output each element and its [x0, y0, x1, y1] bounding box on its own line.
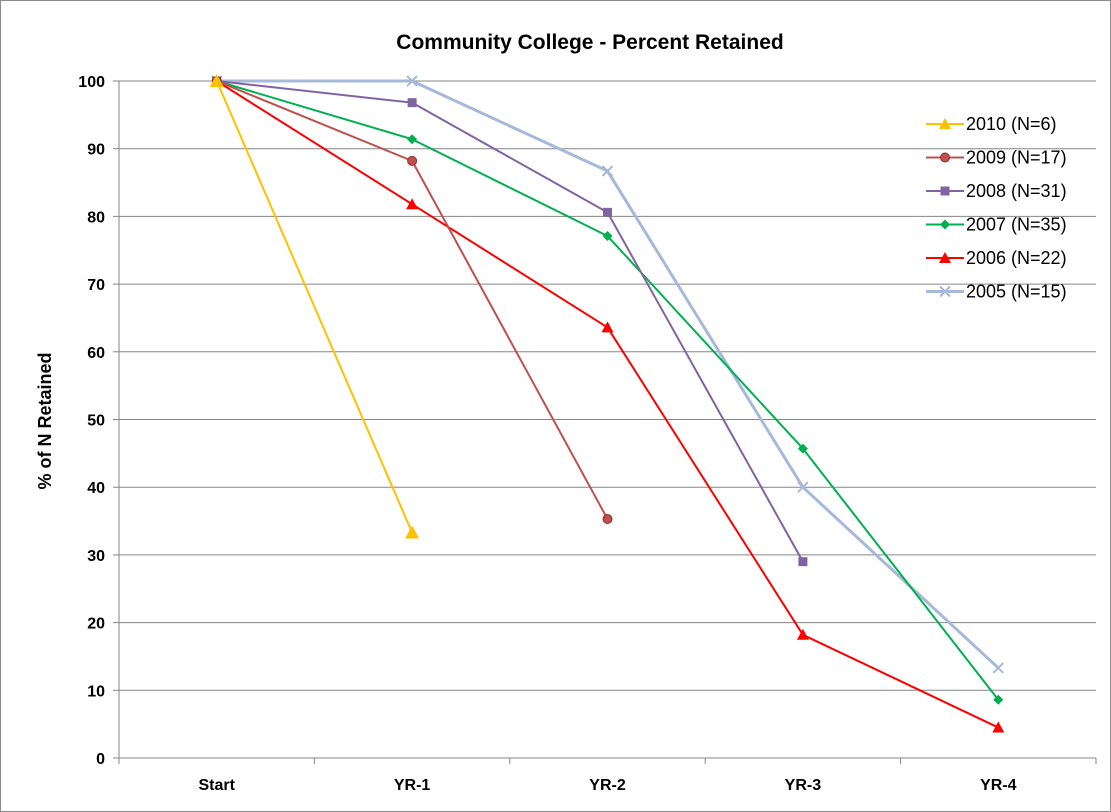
data-point [940, 186, 950, 196]
data-point [602, 231, 613, 242]
gridlines [119, 80, 1096, 691]
data-point [602, 514, 613, 525]
y-tick-label: 80 [87, 209, 105, 226]
y-axis-label: % of N Retained [35, 352, 55, 489]
data-point [993, 694, 1004, 705]
series-line [216, 80, 804, 563]
y-tick-label: 50 [87, 413, 105, 430]
data-point [797, 443, 808, 454]
series-line [216, 80, 609, 520]
data-point [406, 198, 419, 210]
y-tick-label: 40 [87, 480, 105, 497]
legend: 2010 (N=6) 2009 (N=17) 2008 (N=31) 2007 (N=… [926, 114, 1067, 302]
y-tick-label: 0 [96, 751, 105, 768]
x-tick-label: YR-3 [785, 777, 822, 794]
y-tick-label: 30 [87, 548, 105, 565]
data-point [601, 321, 614, 333]
legend-label: 2009 (N=17) [966, 148, 1067, 168]
y-tick-label: 100 [78, 74, 105, 91]
data-point [209, 74, 224, 87]
data-point [940, 219, 950, 230]
x-tick-label: YR-1 [394, 777, 431, 794]
data-point [405, 525, 420, 539]
axes: 0 10 20 30 40 50 60 70 80 90 100 Start YR-1 YR-2 YR-3 Y… [78, 74, 1097, 794]
x-tick-label: YR-2 [589, 777, 626, 794]
data-point [798, 557, 808, 567]
chart-title: Community College - Percent Retained [396, 31, 783, 54]
y-tick-label: 60 [87, 345, 105, 362]
legend-label: 2006 (N=22) [966, 248, 1067, 268]
data-point [797, 481, 809, 493]
y-tick-label: 70 [87, 277, 105, 294]
series-lines [209, 74, 1005, 733]
data-point [992, 721, 1005, 733]
legend-label: 2005 (N=15) [966, 282, 1067, 302]
series-line [216, 79, 1000, 670]
data-point [992, 662, 1005, 674]
series-line [215, 80, 414, 533]
x-tick-label: Start [198, 777, 235, 794]
legend-label: 2007 (N=35) [966, 215, 1067, 235]
y-tick-label: 20 [87, 616, 105, 633]
data-point-stroke [992, 662, 1005, 674]
data-point [939, 285, 951, 298]
data-point-stroke [406, 75, 418, 87]
series [210, 75, 1005, 674]
data-point [407, 98, 417, 108]
legend-item: 2007 (N=35) [926, 215, 1067, 235]
data-point-stroke [797, 481, 809, 493]
y-tick-label: 90 [87, 142, 105, 159]
data-point [940, 152, 950, 163]
legend-item: 2009 (N=17) [926, 148, 1067, 168]
data-point-stroke [601, 165, 614, 177]
legend-item: 2010 (N=6) [926, 114, 1057, 134]
x-tick-label: YR-4 [980, 777, 1017, 794]
legend-item: 2005 (N=15) [926, 282, 1067, 302]
legend-item: 2006 (N=22) [926, 248, 1067, 268]
data-point [601, 165, 614, 177]
data-point [407, 134, 418, 145]
data-point [407, 155, 418, 166]
legend-item: 2008 (N=31) [926, 181, 1067, 201]
data-point [603, 207, 612, 217]
legend-label: 2010 (N=6) [966, 114, 1057, 134]
series [209, 74, 420, 539]
data-point [796, 628, 809, 640]
legend-label: 2008 (N=31) [966, 181, 1067, 201]
data-point-stroke [939, 285, 951, 298]
data-point [406, 75, 418, 87]
y-tick-label: 10 [87, 683, 105, 700]
data-point [939, 118, 951, 129]
series [212, 76, 808, 567]
series-line [216, 80, 999, 729]
data-point [939, 252, 951, 263]
